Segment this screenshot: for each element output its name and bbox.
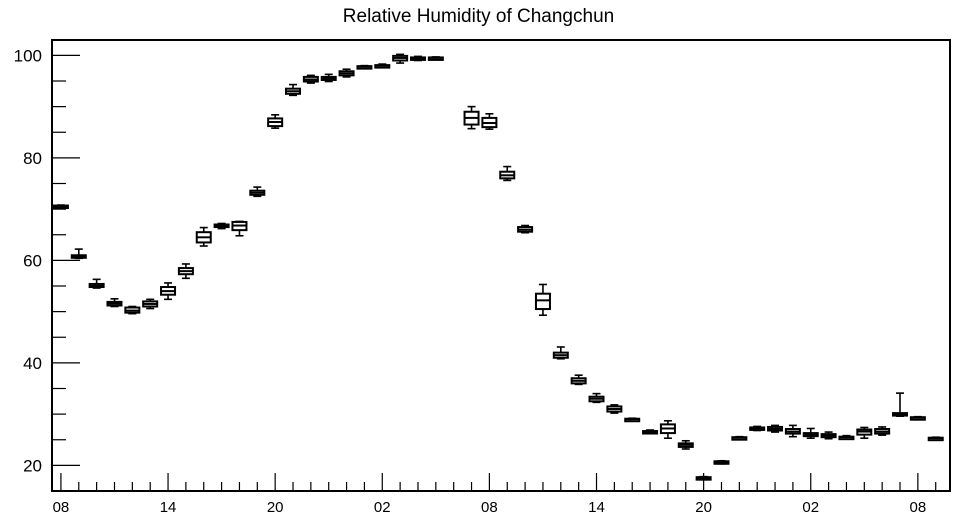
x-tick-label: 20 (267, 499, 284, 516)
y-tick-label: 20 (23, 456, 42, 475)
x-tick-label: 20 (695, 499, 712, 516)
y-tick-label: 80 (23, 149, 42, 168)
box-iqr (534, 292, 551, 311)
x-tick-label: 02 (374, 499, 391, 516)
x-tick-label: 14 (160, 499, 177, 516)
chart-title: Relative Humidity of Changchun (342, 6, 615, 27)
x-tick-label: 08 (53, 499, 70, 516)
x-tick-label: 02 (802, 499, 819, 516)
y-tick-label: 100 (14, 46, 42, 65)
y-tick-label: 40 (23, 354, 42, 373)
x-tick-label: 08 (481, 499, 498, 516)
plot-frame (51, 39, 951, 492)
x-tick-label: 14 (588, 499, 605, 516)
y-tick-label: 60 (23, 251, 42, 270)
x-tick-label: 08 (910, 499, 927, 516)
